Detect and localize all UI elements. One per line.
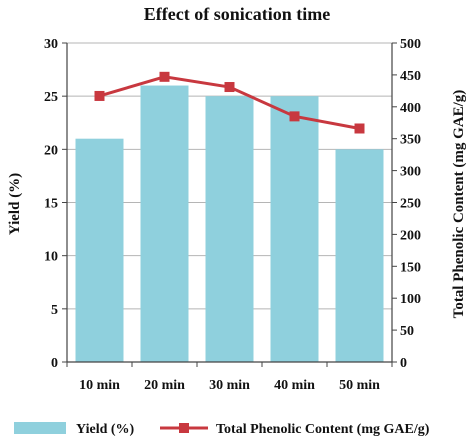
y2-axis-label: Total Phenolic Content (mg GAE/g)	[451, 90, 467, 319]
line-marker	[289, 111, 300, 122]
y2-tick-label: 150	[400, 260, 421, 275]
tick-labels: 0510152025300501001502002503003504004505…	[44, 37, 421, 393]
y-tick-label: 15	[44, 197, 58, 212]
y2-tick-label: 100	[400, 292, 421, 307]
x-tick-label: 30 min	[209, 378, 250, 393]
axes	[62, 42, 397, 367]
bar	[205, 96, 254, 363]
x-tick-label: 20 min	[144, 378, 185, 393]
y2-tick-label: 50	[400, 324, 414, 339]
y-tick-label: 20	[44, 143, 58, 158]
bar-series	[75, 85, 384, 363]
bar	[140, 85, 189, 363]
y-axis-label: Yield (%)	[7, 173, 23, 235]
y-tick-label: 0	[51, 356, 58, 371]
y2-tick-label: 300	[400, 165, 421, 180]
bar	[270, 96, 319, 363]
line-marker	[354, 123, 365, 134]
bar	[75, 138, 124, 362]
y2-tick-label: 0	[400, 356, 407, 371]
y2-tick-label: 450	[400, 69, 421, 84]
y2-tick-label: 350	[400, 133, 421, 148]
x-tick-label: 40 min	[274, 378, 315, 393]
x-tick-label: 50 min	[339, 378, 380, 393]
line-series	[94, 71, 365, 134]
legend-swatch-marker	[179, 423, 189, 433]
y-tick-label: 10	[44, 250, 58, 265]
line-marker	[224, 82, 235, 93]
y-tick-label: 25	[44, 90, 58, 105]
line-marker	[94, 90, 105, 101]
y2-tick-label: 200	[400, 228, 421, 243]
y2-tick-label: 400	[400, 101, 421, 116]
legend-label-line: Total Phenolic Content (mg GAE/g)	[216, 422, 430, 437]
y-tick-label: 5	[51, 303, 58, 318]
x-tick-label: 10 min	[79, 378, 120, 393]
chart-title: Effect of sonication time	[144, 4, 330, 24]
y-tick-label: 30	[44, 37, 58, 52]
legend-label-bar: Yield (%)	[76, 422, 135, 437]
y2-tick-label: 250	[400, 197, 421, 212]
y2-tick-label: 500	[400, 37, 421, 52]
bar	[335, 149, 384, 362]
line-marker	[159, 71, 170, 82]
legend: Yield (%) Total Phenolic Content (mg GAE/…	[14, 422, 430, 437]
legend-swatch-bar	[14, 422, 66, 434]
